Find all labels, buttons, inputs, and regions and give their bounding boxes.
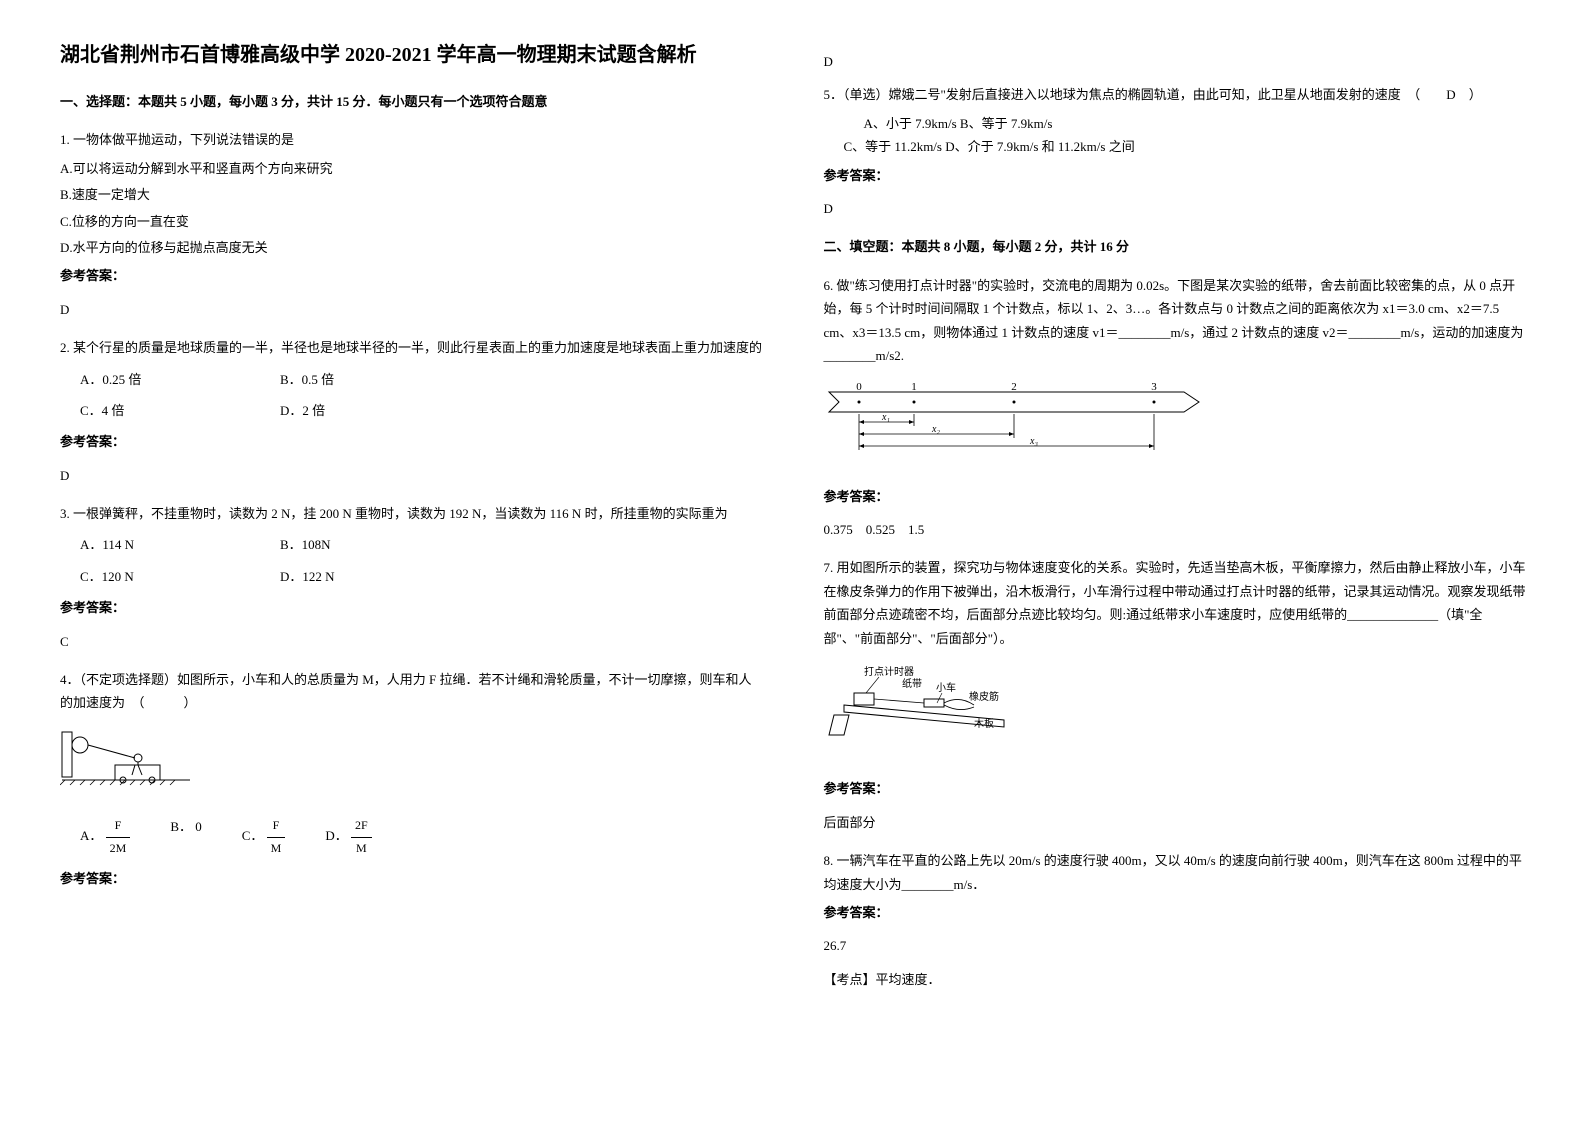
q3-answer-label: 参考答案： [60,596,764,619]
q3-answer: C [60,630,764,653]
q1-answer: D [60,298,764,321]
q2-answer-label: 参考答案： [60,430,764,453]
q2-optD: D．2 倍 [280,399,420,422]
right-column: D 5．（单选）嫦娥二号"发射后直接进入以地球为焦点的椭圆轨道，由此可知，此卫星… [824,40,1528,1006]
q6-answer: 0.375 0.525 1.5 [824,518,1528,541]
q4-optB: B． 0 [170,815,201,859]
q2-optB: B．0.5 倍 [280,368,420,391]
q4-stem: 4．（不定项选择题）如图所示，小车和人的总质量为 M，人用力 F 拉绳．若不计绳… [60,668,764,715]
q4-optD-den: M [351,838,372,860]
tape-label-1: 1 [911,382,917,393]
q2-options-row2: C．4 倍 D．2 倍 [60,399,764,422]
question-3: 3. 一根弹簧秤，不挂重物时，读数为 2 N，挂 200 N 重物时，读数为 1… [60,502,764,653]
q5-optA: A、小于 7.9km/s [864,116,957,131]
x2-label: x₂ [931,424,940,435]
x1-label: x₁ [881,412,890,423]
q5-answer-label: 参考答案： [824,164,1528,187]
q3-optD: D．122 N [280,565,420,588]
q1-stem: 1. 一物体做平抛运动，下列说法错误的是 [60,128,764,151]
q7-stem: 7. 用如图所示的装置，探究功与物体速度变化的关系。实验时，先适当垫高木板，平衡… [824,556,1528,650]
q3-stem: 3. 一根弹簧秤，不挂重物时，读数为 2 N，挂 200 N 重物时，读数为 1… [60,502,764,525]
q2-optC: C．4 倍 [80,399,220,422]
q8-note: 【考点】平均速度． [824,968,1528,991]
question-4: 4．（不定项选择题）如图所示，小车和人的总质量为 M，人用力 F 拉绳．若不计绳… [60,668,764,891]
q1-optB: B.速度一定增大 [60,183,764,206]
car-label: 小车 [936,681,956,694]
tape-label-0: 0 [856,382,862,393]
q4-optC-prefix: C． [242,828,264,843]
q7-answer-label: 参考答案： [824,777,1528,800]
q4-optA-num: F [106,815,131,838]
device-diagram: 打点计时器 纸带 小车 橡皮筋 木板 [824,665,1024,755]
q6-answer-label: 参考答案： [824,485,1528,508]
q4-optA-fraction: F 2M [106,815,131,859]
question-2: 2. 某个行星的质量是地球质量的一半，半径也是地球半径的一半，则此行星表面上的重… [60,336,764,487]
exam-page: 湖北省荆州市石首博雅高级中学 2020-2021 学年高一物理期末试题含解析 一… [60,40,1527,1006]
left-column: 湖北省荆州市石首博雅高级中学 2020-2021 学年高一物理期末试题含解析 一… [60,40,764,1006]
x3-label: x₃ [1029,436,1038,447]
q2-optA: A．0.25 倍 [80,368,220,391]
q4-optC-fraction: F M [267,815,286,859]
q2-answer: D [60,464,764,487]
q3-optA: A．114 N [80,533,220,556]
q4-answer: D [824,50,1528,73]
q8-answer-label: 参考答案： [824,901,1528,924]
q3-options-row2: C．120 N D．122 N [60,565,764,588]
q5-options-row2: C、等于 11.2km/s D、介于 7.9km/s 和 11.2km/s 之间 [824,135,1528,158]
pulley-diagram [60,730,200,790]
timer-label: 打点计时器 [864,665,914,678]
q3-options-row1: A．114 N B．108N [60,533,764,556]
q5-options-row1: A、小于 7.9km/s B、等于 7.9km/s [824,112,1528,135]
section1-heading: 一、选择题：本题共 5 小题，每小题 3 分，共计 15 分．每小题只有一个选项… [60,90,764,113]
q4-optA-den: 2M [106,838,131,860]
q7-answer: 后面部分 [824,811,1528,834]
q4-optD-prefix: D． [325,828,347,843]
q4-optA-prefix: A． [80,828,102,843]
q8-answer: 26.7 [824,934,1528,957]
rubber-label: 橡皮筋 [969,690,999,703]
q2-options-row1: A．0.25 倍 B．0.5 倍 [60,368,764,391]
q5-answer: D [824,197,1528,220]
q4-optC: C． F M [242,815,286,859]
question-7: 7. 用如图所示的装置，探究功与物体速度变化的关系。实验时，先适当垫高木板，平衡… [824,556,1528,834]
q1-optD: D.水平方向的位移与起抛点高度无关 [60,236,764,259]
q4-optA: A． F 2M [80,815,130,859]
q4-optD-fraction: 2F M [351,815,372,859]
q5-stem: 5．（单选）嫦娥二号"发射后直接进入以地球为焦点的椭圆轨道，由此可知，此卫星从地… [824,83,1528,106]
q4-optD-num: 2F [351,815,372,838]
q5-optB: B、等于 7.9km/s [960,116,1052,131]
tape-label-3: 3 [1151,382,1157,393]
question-6: 6. 做"练习使用打点计时器"的实验时，交流电的周期为 0.02s。下图是某次实… [824,274,1528,542]
q4-options: A． F 2M B． 0 C． F M D． [60,815,764,859]
q2-stem: 2. 某个行星的质量是地球质量的一半，半径也是地球半径的一半，则此行星表面上的重… [60,336,764,359]
question-8: 8. 一辆汽车在平直的公路上先以 20m/s 的速度行驶 400m，又以 40m… [824,849,1528,991]
question-5: 5．（单选）嫦娥二号"发射后直接进入以地球为焦点的椭圆轨道，由此可知，此卫星从地… [824,83,1528,220]
question-1: 1. 一物体做平抛运动，下列说法错误的是 A.可以将运动分解到水平和竖直两个方向… [60,128,764,321]
tape-label-2: 2 [1011,382,1017,393]
tape-diagram: 0 1 2 3 x₁ x₂ x₃ [824,382,1204,462]
q5-optC: C、等于 11.2km/s [844,139,942,154]
tape-label: 纸带 [902,677,922,690]
q3-optC: C．120 N [80,565,220,588]
q3-optB: B．108N [280,533,420,556]
q5-optD: D、介于 7.9km/s 和 11.2km/s 之间 [945,139,1134,154]
q4-optC-num: F [267,815,286,838]
q1-answer-label: 参考答案： [60,264,764,287]
q8-stem: 8. 一辆汽车在平直的公路上先以 20m/s 的速度行驶 400m，又以 40m… [824,849,1528,896]
q4-optC-den: M [267,838,286,860]
section2-heading: 二、填空题：本题共 8 小题，每小题 2 分，共计 16 分 [824,235,1528,258]
q6-stem: 6. 做"练习使用打点计时器"的实验时，交流电的周期为 0.02s。下图是某次实… [824,274,1528,368]
q4-answer-label: 参考答案： [60,867,764,890]
q4-optD: D． 2F M [325,815,371,859]
q1-optC: C.位移的方向一直在变 [60,210,764,233]
exam-title: 湖北省荆州市石首博雅高级中学 2020-2021 学年高一物理期末试题含解析 [60,40,764,70]
q1-optA: A.可以将运动分解到水平和竖直两个方向来研究 [60,157,764,180]
